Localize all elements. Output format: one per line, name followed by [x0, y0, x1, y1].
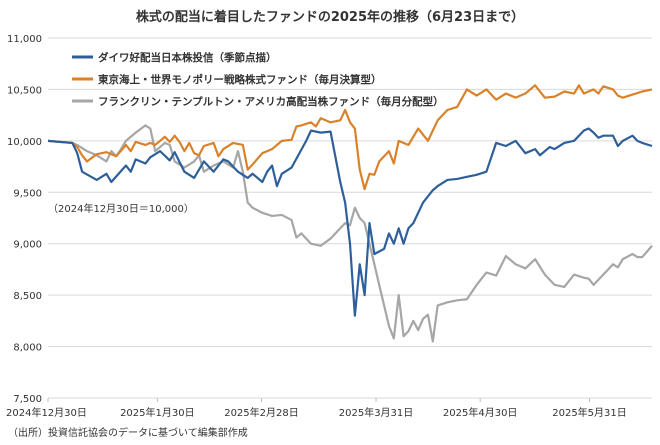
- y-tick-label: 7,500: [13, 394, 42, 405]
- legend-label-daiwa: ダイワ好配当日本株投信（季節点描）: [98, 51, 277, 64]
- series-line-franklin: [47, 124, 653, 343]
- y-tick-label: 10,500: [7, 85, 42, 96]
- y-tick-label: 10,000: [7, 137, 42, 148]
- x-tick-label: 2025年5月31日: [552, 406, 627, 419]
- x-tick-label: 2025年2月28日: [224, 406, 299, 419]
- y-tick-label: 9,500: [13, 188, 42, 199]
- y-tick-label: 9,000: [13, 240, 42, 251]
- y-axis: 7,500 8,000 8,500 9,000 9,500 10,000 10,500 11,…: [7, 34, 42, 405]
- legend-label-tokio-marine: 東京海上・世界モノポリー戦略株式ファンド（毎月決算型）: [98, 73, 382, 86]
- x-tick-label: 2024年12月30日: [6, 406, 87, 419]
- y-tick-label: 11,000: [7, 34, 42, 45]
- x-tick-label: 2025年1月30日: [120, 406, 195, 419]
- plot-lines: [47, 84, 653, 343]
- gridlines: [48, 37, 652, 399]
- source-note: （出所）投資信託協会のデータに基づいて編集部作成: [8, 426, 248, 439]
- chart-title: 株式の配当に着目したファンドの2025年の推移（6月23日まで）: [136, 9, 524, 25]
- x-axis: 2024年12月30日 2025年1月30日 2025年2月28日 2025年3月31…: [6, 398, 627, 419]
- y-tick-label: 8,500: [13, 291, 42, 302]
- legend: ダイワ好配当日本株投信（季節点描） 東京海上・世界モノポリー戦略株式ファンド（毎…: [72, 51, 444, 108]
- legend-label-franklin: フランクリン・テンプルトン・アメリカ高配当株ファンド（毎月分配型）: [98, 95, 444, 108]
- series-line-tokio-marine: [47, 84, 653, 191]
- y-tick-label: 8,000: [13, 343, 42, 354]
- base-note: （2024年12月30日＝10,000）: [48, 202, 194, 215]
- series-line-daiwa: [47, 127, 653, 317]
- x-tick-label: 2025年4月30日: [443, 406, 518, 419]
- x-tick-label: 2025年3月31日: [339, 406, 414, 419]
